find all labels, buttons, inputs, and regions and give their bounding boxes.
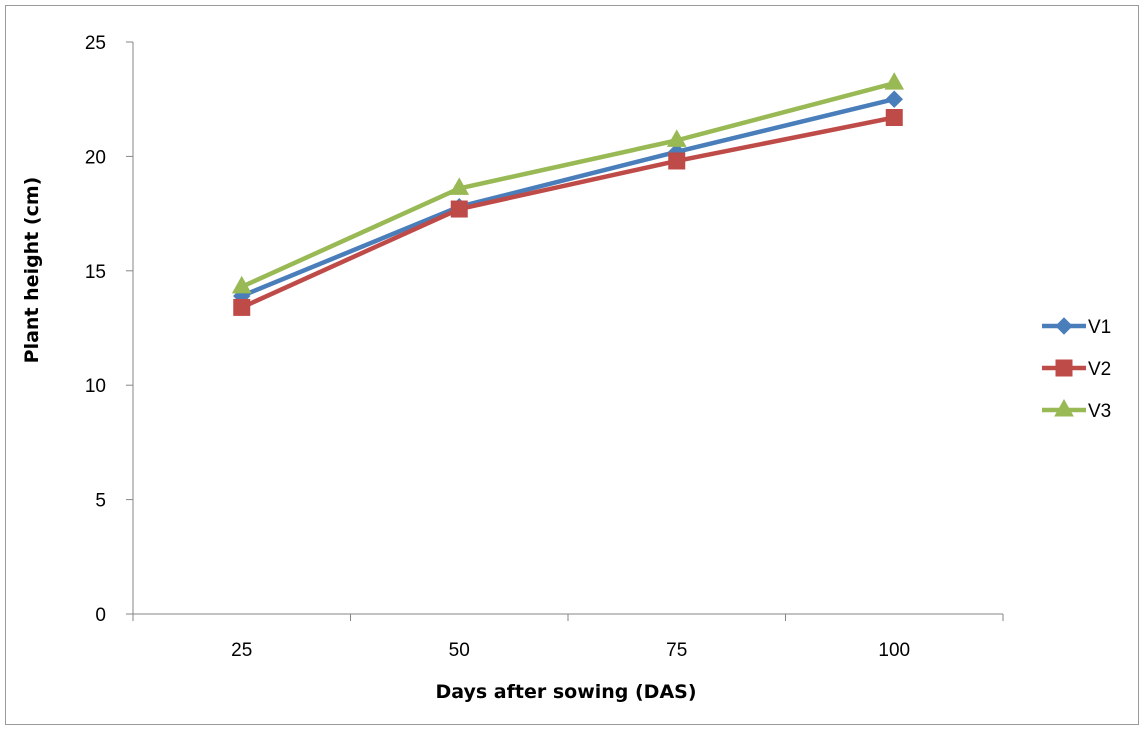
x-tick-label: 75 bbox=[666, 640, 687, 661]
series-lines bbox=[240, 81, 895, 310]
legend-swatch-marker bbox=[1054, 398, 1074, 417]
data-point-v2 bbox=[233, 298, 251, 316]
legend-label: V1 bbox=[1088, 317, 1111, 338]
y-tick-label: 25 bbox=[85, 33, 106, 54]
legend-swatch-marker bbox=[1055, 317, 1073, 335]
legend-label: V3 bbox=[1088, 401, 1111, 422]
y-tick-label: 15 bbox=[85, 262, 106, 283]
x-tick-label: 100 bbox=[878, 640, 910, 661]
data-point-v1 bbox=[885, 90, 903, 108]
data-point-v3 bbox=[666, 129, 687, 147]
legend-label: V2 bbox=[1088, 359, 1111, 380]
legend-item-v2: V2 bbox=[1042, 359, 1111, 380]
legend: V1 V2 V3 bbox=[1042, 317, 1111, 422]
chart-border bbox=[5, 5, 1139, 725]
y-tick-label: 5 bbox=[95, 491, 106, 512]
tick-labels: 0 5 10 15 20 25 25 50 75 100 bbox=[85, 33, 910, 661]
data-point-v2 bbox=[668, 152, 686, 170]
data-point-v2 bbox=[450, 200, 468, 218]
series-line-v2 bbox=[240, 115, 895, 310]
y-tick-label: 20 bbox=[85, 147, 106, 168]
legend-item-v3: V3 bbox=[1042, 398, 1111, 422]
series-line-v1 bbox=[240, 97, 895, 299]
legend-swatch-marker bbox=[1055, 359, 1073, 377]
y-tick-label: 10 bbox=[85, 376, 106, 397]
y-axis-title: Plant height (cm) bbox=[21, 177, 43, 364]
data-point-v2 bbox=[885, 109, 903, 127]
data-point-v3 bbox=[449, 177, 470, 195]
x-tick-label: 50 bbox=[449, 640, 470, 661]
y-tick-label: 0 bbox=[95, 605, 106, 626]
series-line-v3 bbox=[240, 81, 895, 289]
x-axis-title: Days after sowing (DAS) bbox=[435, 681, 696, 703]
x-tick-label: 25 bbox=[231, 640, 252, 661]
data-point-v3 bbox=[884, 72, 905, 90]
axes bbox=[126, 41, 1004, 621]
legend-item-v1: V1 bbox=[1042, 317, 1111, 338]
series-markers bbox=[231, 72, 905, 316]
data-point-v3 bbox=[231, 275, 252, 294]
